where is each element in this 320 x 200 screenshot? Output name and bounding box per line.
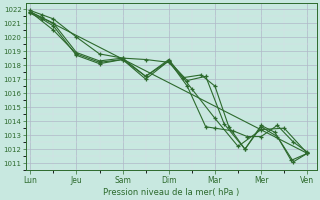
X-axis label: Pression niveau de la mer( hPa ): Pression niveau de la mer( hPa ) <box>103 188 239 197</box>
